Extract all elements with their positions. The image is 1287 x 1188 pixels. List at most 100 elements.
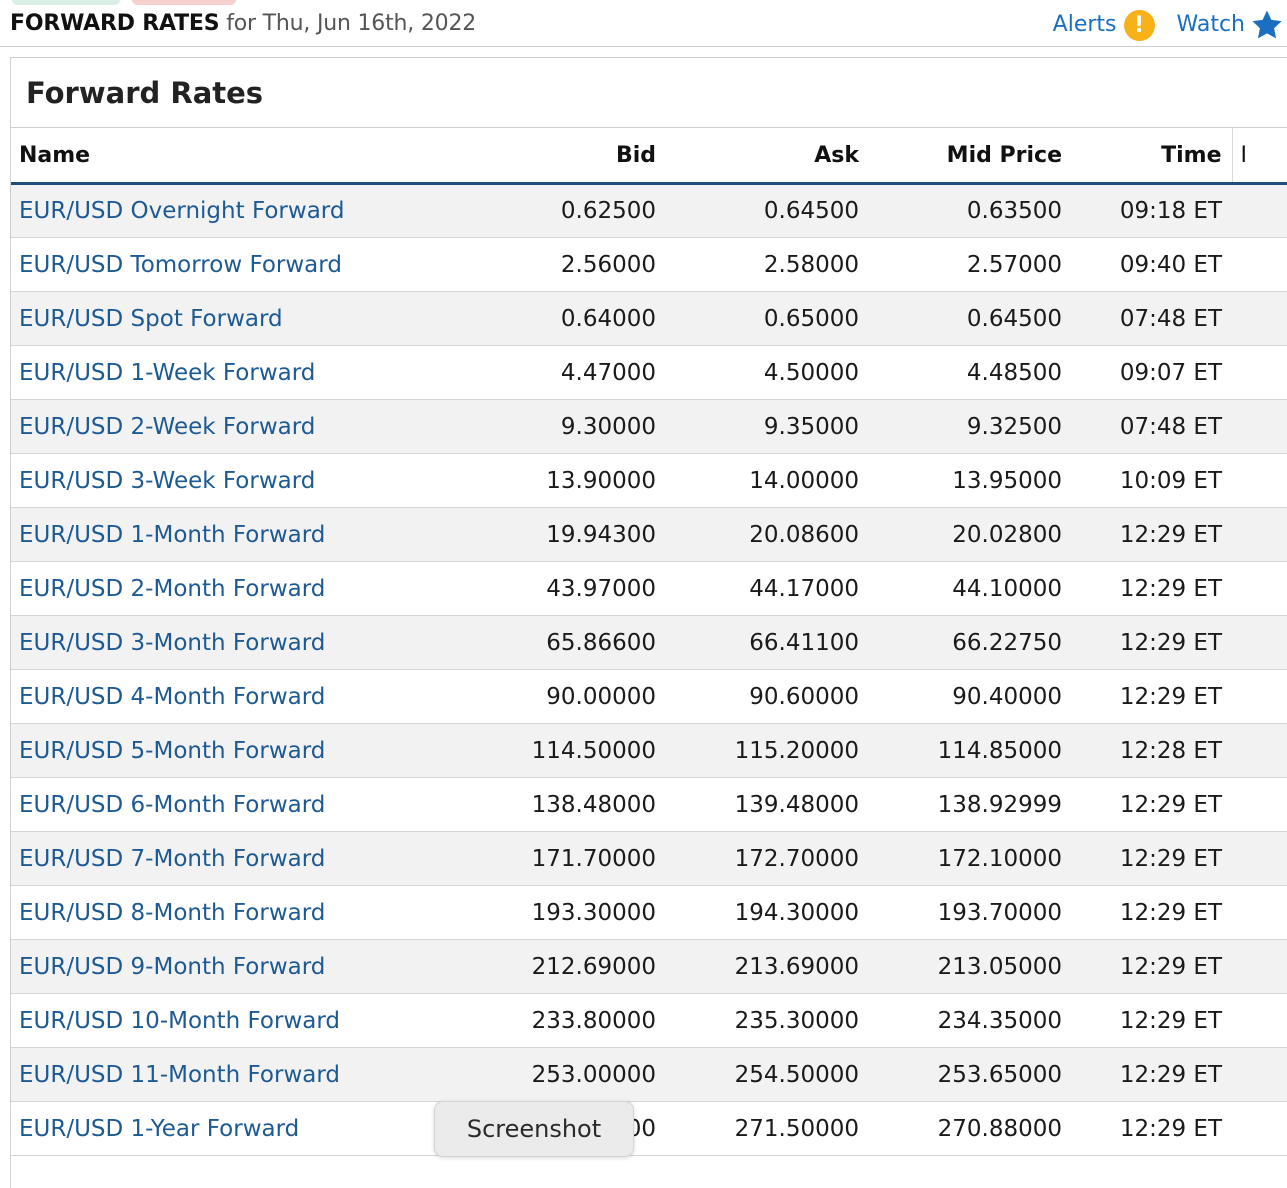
row-bid: 9.30000 [451,399,666,454]
row-bid: 2.56000 [451,237,666,292]
table-row[interactable]: EUR/USD 4-Month Forward 90.00000 90.60000 9… [11,669,1287,724]
row-time: 07:48 ET [1072,399,1232,454]
row-mid-price: 253.65000 [869,1047,1072,1102]
row-mid-price: 0.63500 [869,183,1072,238]
row-mid-price: 4.48500 [869,345,1072,400]
table-row[interactable]: EUR/USD 8-Month Forward 193.30000 194.3000… [11,885,1287,940]
row-mid-price: 0.64500 [869,291,1072,346]
row-name-link[interactable]: EUR/USD 9-Month Forward [11,939,451,994]
column-header-mid-price[interactable]: Mid Price [869,128,1072,185]
row-name-link[interactable]: EUR/USD Spot Forward [11,291,451,346]
table-row[interactable]: EUR/USD Tomorrow Forward 2.56000 2.58000 2.… [11,237,1287,292]
table-row[interactable]: EUR/USD 1-Month Forward 19.94300 20.08600 2… [11,507,1287,562]
row-truncated-cell [1232,507,1287,562]
row-name-link[interactable]: EUR/USD Overnight Forward [11,183,451,238]
table-row[interactable]: EUR/USD 10-Month Forward 233.80000 235.300… [11,993,1287,1048]
row-ask: 194.30000 [666,885,869,940]
row-truncated-cell [1232,561,1287,616]
row-time: 12:29 ET [1072,669,1232,724]
row-name-link[interactable]: EUR/USD 8-Month Forward [11,885,451,940]
table-row[interactable]: EUR/USD 7-Month Forward 171.70000 172.7000… [11,831,1287,886]
row-bid: 0.64000 [451,291,666,346]
row-name-link[interactable]: EUR/USD 2-Week Forward [11,399,451,454]
page-title: FORWARD RATES for Thu, Jun 16th, 2022 [10,9,476,39]
row-time: 07:48 ET [1072,291,1232,346]
row-time: 10:09 ET [1072,453,1232,508]
table-row[interactable]: EUR/USD 2-Week Forward 9.30000 9.35000 9.32… [11,399,1287,454]
row-name-link[interactable]: EUR/USD 4-Month Forward [11,669,451,724]
row-mid-price: 13.95000 [869,453,1072,508]
row-mid-price: 234.35000 [869,993,1072,1048]
watch-button[interactable]: Watch [1177,8,1286,42]
row-truncated-cell [1232,399,1287,454]
page-title-main: FORWARD RATES [10,11,220,36]
row-time: 12:29 ET [1072,561,1232,616]
row-name-link[interactable]: EUR/USD 5-Month Forward [11,723,451,778]
row-name-link[interactable]: EUR/USD Tomorrow Forward [11,237,451,292]
exclamation-icon: ! [1123,9,1155,41]
alerts-label: Alerts [1052,12,1117,37]
column-header-truncated[interactable]: I [1231,128,1287,185]
row-ask: 235.30000 [666,993,869,1048]
row-time: 09:18 ET [1072,183,1232,238]
table-row[interactable]: EUR/USD 2-Month Forward 43.97000 44.17000 4… [11,561,1287,616]
page-title-date: for Thu, Jun 16th, 2022 [226,11,477,36]
row-name-link[interactable]: EUR/USD 7-Month Forward [11,831,451,886]
row-mid-price: 193.70000 [869,885,1072,940]
row-truncated-cell [1232,885,1287,940]
table-row[interactable]: EUR/USD 3-Month Forward 65.86600 66.41100 6… [11,615,1287,670]
row-bid: 253.00000 [451,1047,666,1102]
row-name-link[interactable]: EUR/USD 6-Month Forward [11,777,451,832]
row-name-link[interactable]: EUR/USD 2-Month Forward [11,561,451,616]
row-bid: 13.90000 [451,453,666,508]
row-name-link[interactable]: EUR/USD 1-Week Forward [11,345,451,400]
table-row[interactable]: EUR/USD 5-Month Forward 114.50000 115.2000… [11,723,1287,778]
row-truncated-cell [1232,1101,1287,1156]
column-header-time[interactable]: Time [1072,128,1232,185]
row-ask: 4.50000 [666,345,869,400]
table-row[interactable]: EUR/USD 3-Week Forward 13.90000 14.00000 13… [11,453,1287,508]
row-name-link[interactable]: EUR/USD 3-Week Forward [11,453,451,508]
tab-stub-green[interactable] [12,0,120,5]
row-bid: 212.69000 [451,939,666,994]
alerts-button[interactable]: Alerts ! [1052,9,1155,41]
table-row[interactable]: EUR/USD Spot Forward 0.64000 0.65000 0.6450… [11,291,1287,346]
table-body: EUR/USD Overnight Forward 0.62500 0.64500 0… [11,183,1287,1156]
row-truncated-cell [1232,183,1287,238]
row-mid-price: 138.92999 [869,777,1072,832]
screenshot-tooltip: Screenshot [434,1101,634,1157]
row-name-link[interactable]: EUR/USD 1-Year Forward [11,1101,451,1156]
forward-rates-card: Forward Rates Name Bid Ask Mid Price Tim… [10,57,1287,1188]
column-header-bid[interactable]: Bid [451,128,666,185]
header-actions: Alerts ! Watch [1053,8,1285,42]
row-time: 12:29 ET [1072,993,1232,1048]
watch-label: Watch [1176,12,1246,37]
row-bid: 193.30000 [451,885,666,940]
row-name-link[interactable]: EUR/USD 10-Month Forward [11,993,451,1048]
table-row[interactable]: EUR/USD 11-Month Forward 253.00000 254.500… [11,1047,1287,1102]
table-row[interactable]: EUR/USD 9-Month Forward 212.69000 213.6900… [11,939,1287,994]
row-mid-price: 114.85000 [869,723,1072,778]
row-bid: 65.86600 [451,615,666,670]
tab-stub-red[interactable] [132,0,236,5]
row-bid: 171.70000 [451,831,666,886]
row-ask: 172.70000 [666,831,869,886]
table-row[interactable]: EUR/USD 1-Year Forward 000 271.50000 270.88… [11,1101,1287,1156]
row-truncated-cell [1232,453,1287,508]
row-bid: 43.97000 [451,561,666,616]
column-header-name[interactable]: Name [11,128,451,185]
row-name-link[interactable]: EUR/USD 3-Month Forward [11,615,451,670]
row-time: 12:29 ET [1072,1101,1232,1156]
row-truncated-cell [1232,615,1287,670]
row-ask: 66.41100 [666,615,869,670]
table-row[interactable]: EUR/USD Overnight Forward 0.62500 0.64500 0… [11,183,1287,238]
row-mid-price: 9.32500 [869,399,1072,454]
row-name-link[interactable]: EUR/USD 1-Month Forward [11,507,451,562]
row-mid-price: 213.05000 [869,939,1072,994]
column-header-ask[interactable]: Ask [666,128,869,185]
row-truncated-cell [1232,237,1287,292]
row-name-link[interactable]: EUR/USD 11-Month Forward [11,1047,451,1102]
table-row[interactable]: EUR/USD 1-Week Forward 4.47000 4.50000 4.48… [11,345,1287,400]
table-row[interactable]: EUR/USD 6-Month Forward 138.48000 139.4800… [11,777,1287,832]
row-truncated-cell [1232,723,1287,778]
